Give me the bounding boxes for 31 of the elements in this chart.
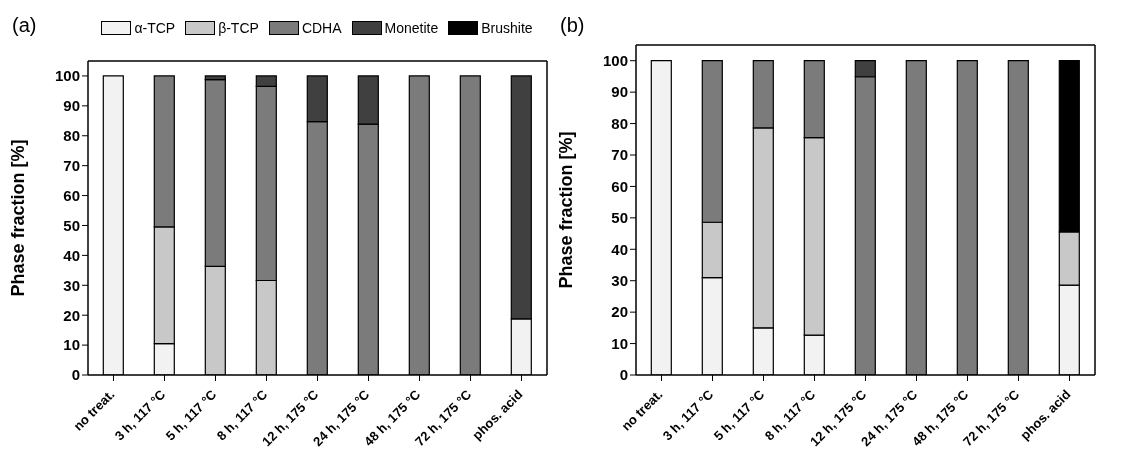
y-tick-label: 40 <box>611 240 628 258</box>
y-tick-label: 10 <box>63 336 80 354</box>
chart-title: (a) <box>12 14 37 37</box>
y-tick-label: 0 <box>71 366 80 384</box>
y-tick-label: 60 <box>63 186 80 204</box>
y-tick-label: 20 <box>63 306 80 324</box>
legend-label: CDHA <box>301 20 342 36</box>
y-tick-label: 70 <box>611 146 628 164</box>
y-tick-label: 70 <box>63 156 80 174</box>
legend-label: β-TCP <box>218 20 259 36</box>
y-tick-label: 60 <box>611 177 628 195</box>
y-tick-label: 80 <box>611 114 628 132</box>
y-tick-label: 30 <box>611 272 628 290</box>
y-tick-label: 10 <box>611 334 628 352</box>
y-tick-label: 40 <box>63 246 80 264</box>
y-tick-label: 80 <box>63 127 80 145</box>
y-tick-label: 90 <box>611 83 628 101</box>
y-tick-label: 30 <box>63 276 80 294</box>
chart-title: (b) <box>560 14 585 37</box>
legend-label: α-TCP <box>134 20 176 36</box>
y-tick-label: 0 <box>619 366 628 384</box>
y-axis-title: Phase fraction [%] <box>556 131 577 289</box>
legend-label: Monetite <box>384 20 439 36</box>
y-tick-label: 90 <box>63 97 80 115</box>
legend-label: Brushite <box>481 20 533 36</box>
y-tick-label: 20 <box>611 303 628 321</box>
y-axis-title: Phase fraction [%] <box>8 139 29 297</box>
y-tick-label: 100 <box>54 67 80 85</box>
y-tick-label: 50 <box>611 209 628 227</box>
y-tick-label: 50 <box>63 216 80 234</box>
y-tick-label: 100 <box>602 52 628 70</box>
